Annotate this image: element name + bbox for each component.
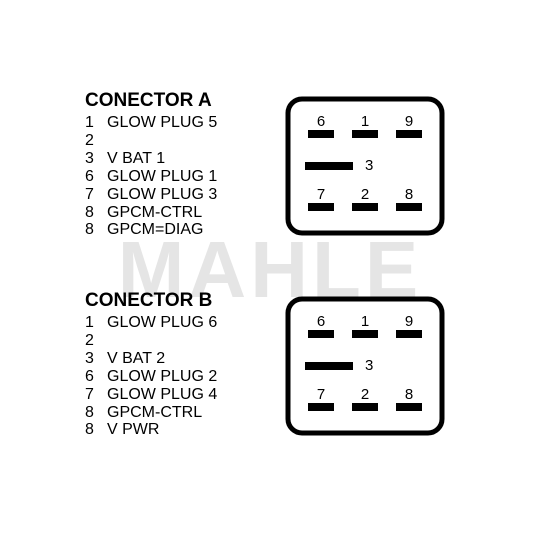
- diagram-pin: [308, 203, 334, 211]
- diagram-pin: [396, 330, 422, 338]
- pin-num: 7: [85, 386, 99, 404]
- diagram-pin: [352, 403, 378, 411]
- diagram-pin: [396, 203, 422, 211]
- diagram-pin-wide: [305, 362, 353, 370]
- pin-label: GLOW PLUG 3: [99, 186, 217, 203]
- diagram-pin-label: 8: [405, 186, 413, 203]
- diagram-pin: [352, 330, 378, 338]
- pin-label: V BAT 2: [99, 350, 165, 367]
- diagram-pin-label: 2: [361, 186, 369, 203]
- pin-num: 8: [85, 421, 99, 439]
- pin-label: GPCM-CTRL: [99, 404, 202, 421]
- pin-num: 3: [85, 350, 99, 368]
- pin-label: GLOW PLUG 1: [99, 168, 217, 185]
- connector-a-diagram: 6 1 9 3 7 2 8: [285, 96, 445, 236]
- diagram-pin-label: 3: [365, 157, 373, 174]
- pin-label: GPCM-CTRL: [99, 204, 202, 221]
- connector-b-diagram: 6 1 9 3 7 2 8: [285, 296, 445, 436]
- diagram-pin-label: 7: [317, 386, 325, 403]
- pin-num: 3: [85, 150, 99, 168]
- diagram-pin-label: 9: [405, 113, 413, 130]
- pin-num: 1: [85, 314, 99, 332]
- pin-num: 2: [85, 132, 99, 150]
- diagram-pin-label: 8: [405, 386, 413, 403]
- diagram-pin-label: 6: [317, 113, 325, 130]
- pin-label: V PWR: [99, 421, 159, 438]
- pin-label: [99, 332, 107, 349]
- diagram-pin-label: 6: [317, 313, 325, 330]
- diagram-pin-label: 3: [365, 357, 373, 374]
- diagram-pin-label: 9: [405, 313, 413, 330]
- pin-label: GLOW PLUG 5: [99, 114, 217, 131]
- pin-label: GLOW PLUG 2: [99, 368, 217, 385]
- pin-label: GLOW PLUG 4: [99, 386, 217, 403]
- diagram-pin-label: 1: [361, 313, 369, 330]
- diagram-pin: [308, 130, 334, 138]
- diagram-pin: [352, 130, 378, 138]
- pin-num: 6: [85, 368, 99, 386]
- pin-label: GPCM=DIAG: [99, 221, 203, 238]
- connector-a-block: CONECTOR A 1GLOW PLUG 5 2 3V BAT 1 6GLOW…: [85, 90, 455, 240]
- pin-num: 8: [85, 204, 99, 222]
- pin-label: GLOW PLUG 6: [99, 314, 217, 331]
- pin-label: [99, 132, 107, 149]
- diagram-pin-label: 2: [361, 386, 369, 403]
- pin-num: 2: [85, 332, 99, 350]
- diagram-pin: [308, 403, 334, 411]
- pin-num: 6: [85, 168, 99, 186]
- content-root: CONECTOR A 1GLOW PLUG 5 2 3V BAT 1 6GLOW…: [85, 90, 455, 490]
- pin-num: 8: [85, 221, 99, 239]
- diagram-pin: [308, 330, 334, 338]
- diagram-pin-label: 1: [361, 113, 369, 130]
- pin-num: 1: [85, 114, 99, 132]
- diagram-pin: [396, 130, 422, 138]
- pin-label: V BAT 1: [99, 150, 165, 167]
- pin-num: 8: [85, 404, 99, 422]
- connector-b-block: CONECTOR B 1GLOW PLUG 6 2 3V BAT 2 6GLOW…: [85, 290, 455, 440]
- diagram-pin-wide: [305, 162, 353, 170]
- diagram-pin: [396, 403, 422, 411]
- diagram-pin-label: 7: [317, 186, 325, 203]
- diagram-pin: [352, 203, 378, 211]
- pin-num: 7: [85, 186, 99, 204]
